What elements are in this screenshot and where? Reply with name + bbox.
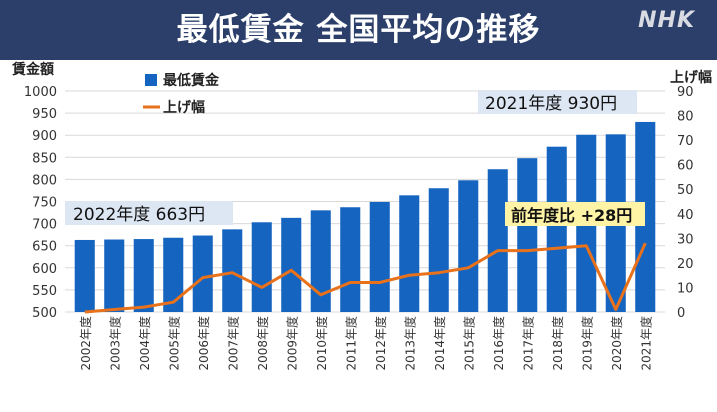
y-tick-label: 1000 <box>24 85 57 100</box>
y-tick-label: 600 <box>32 262 57 277</box>
y2-axis-label: 上げ幅 <box>670 69 712 86</box>
x-axis-ticks: 2002年度 2003年度 2004年度 2005年度 2006年度 2007年度 2008… <box>78 316 654 371</box>
x-tick-label: 2015年度 <box>461 316 476 371</box>
y2-tick-label: 10 <box>677 281 694 296</box>
x-tick-label: 2020年度 <box>609 316 624 371</box>
y-tick-label: 750 <box>32 196 57 211</box>
x-tick-label: 2009年度 <box>284 316 299 371</box>
bar <box>74 239 95 312</box>
y2-tick-label: 50 <box>677 183 694 198</box>
y-tick-label: 500 <box>32 306 57 321</box>
annotation-diff-text: 前年度比 +28円 <box>511 206 632 225</box>
bar <box>635 121 656 312</box>
bar-series <box>74 121 656 312</box>
annotation-2021: 2021年度 930円 <box>478 90 637 114</box>
bar <box>310 210 331 312</box>
legend-bar-swatch <box>145 74 157 86</box>
nhk-logo: NHK <box>638 8 695 33</box>
x-tick-label: 2012年度 <box>373 316 388 371</box>
bar <box>222 229 243 312</box>
x-tick-label: 2021年度 <box>638 316 653 371</box>
legend-label-increase: 上げ幅 <box>163 99 205 116</box>
y2-tick-label: 80 <box>677 110 694 125</box>
x-tick-label: 2004年度 <box>137 316 152 371</box>
right-axis-ticks: 0 10 20 30 40 50 60 70 80 90 <box>677 85 694 321</box>
annotation-2021-text: 2021年度 930円 <box>485 94 617 114</box>
y-tick-label: 950 <box>32 107 57 122</box>
annotation-diff: 前年度比 +28円 <box>505 202 645 226</box>
y-tick-label: 700 <box>32 218 57 233</box>
x-tick-label: 2003年度 <box>107 316 122 371</box>
line-series-path <box>84 242 647 314</box>
x-tick-label: 2007年度 <box>225 316 240 371</box>
x-tick-label: 2002年度 <box>78 316 93 371</box>
bar <box>428 188 449 312</box>
x-tick-label: 2008年度 <box>255 316 270 371</box>
bar <box>369 201 390 312</box>
bar <box>281 217 302 312</box>
bar <box>192 235 213 312</box>
y-tick-label: 900 <box>32 129 57 144</box>
header-bar <box>0 0 717 60</box>
bar <box>458 180 479 312</box>
y-axis-label: 賃金額 <box>11 61 54 78</box>
x-tick-label: 2011年度 <box>343 316 358 371</box>
x-tick-label: 2016年度 <box>491 316 506 371</box>
y2-tick-label: 60 <box>677 159 694 174</box>
bar <box>133 239 154 312</box>
legend-label-wage: 最低賃金 <box>163 72 220 89</box>
y2-tick-label: 20 <box>677 257 694 272</box>
legend: 最低賃金 上げ幅 <box>143 72 220 116</box>
bar <box>517 158 538 312</box>
y2-tick-label: 0 <box>677 306 685 321</box>
x-tick-label: 2018年度 <box>550 316 565 371</box>
bar <box>104 239 125 312</box>
y2-tick-label: 70 <box>677 134 694 149</box>
bar <box>399 195 420 312</box>
line-series <box>84 242 647 314</box>
annotation-2002: 2022年度 663円 <box>65 201 233 225</box>
x-tick-label: 2010年度 <box>314 316 329 371</box>
y-tick-label: 850 <box>32 151 57 166</box>
bar <box>546 146 567 312</box>
x-tick-label: 2006年度 <box>196 316 211 371</box>
x-tick-label: 2013年度 <box>402 316 417 371</box>
bar <box>340 207 361 312</box>
annotation-2002-text: 2022年度 663円 <box>73 205 205 225</box>
x-tick-label: 2017年度 <box>520 316 535 371</box>
y-tick-label: 550 <box>32 284 57 299</box>
page-title: 最低賃金 全国平均の推移 <box>176 12 541 48</box>
minimum-wage-chart: 500 550 600 650 700 750 800 850 900 950 1000 0 10 20… <box>11 61 712 371</box>
y2-tick-label: 30 <box>677 232 694 247</box>
x-tick-label: 2014年度 <box>432 316 447 371</box>
x-tick-label: 2005年度 <box>166 316 181 371</box>
y-tick-label: 650 <box>32 240 57 255</box>
y-tick-label: 800 <box>32 173 57 188</box>
y2-tick-label: 90 <box>677 85 694 100</box>
bar <box>487 169 508 312</box>
bar <box>251 222 272 312</box>
bar <box>163 237 184 312</box>
y2-tick-label: 40 <box>677 208 694 223</box>
left-axis-ticks: 500 550 600 650 700 750 800 850 900 950 1000 <box>24 85 57 321</box>
x-tick-label: 2019年度 <box>579 316 594 371</box>
